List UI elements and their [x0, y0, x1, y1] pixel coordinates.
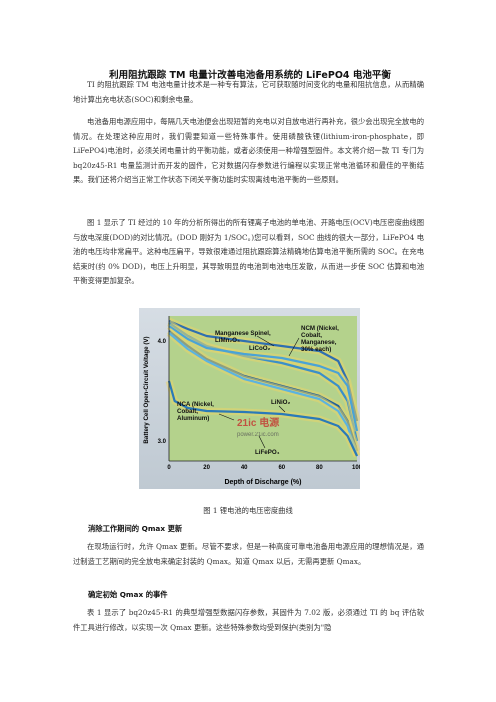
- x-tick-label-0: 0: [167, 465, 171, 471]
- paragraph-intro: TI 的阻抗跟踪 TM 电池电量计技术是一种专有算法，它可获取随时间变化的电量和…: [73, 80, 424, 104]
- section-text-1: 在现场运行时，允许 Qmax 更新。尽管不要求，但是一种高度可靠电池备用电源应用…: [73, 542, 424, 566]
- x-tick-label-1: 20: [203, 465, 210, 471]
- watermark-logo: 21ic 电源: [237, 416, 279, 429]
- label-manganese-2: LiMn₂O₄: [215, 337, 240, 344]
- series-line-4: [168, 332, 359, 457]
- label-lifepo4: LiFePO₄: [255, 449, 280, 456]
- axes-group: 0 20 40 60 80 100 3.0 4.0: [158, 316, 360, 471]
- paragraph-background: 电池备用电源应用中，每隔几天电池便会出现短暂的充电以对自放电进行再补充，很少会出…: [73, 117, 424, 185]
- paragraph-figure-discussion: 图 1 显示了 TI 经过的 10 年的分析所得出的所有锂离子电池的单电池、开路…: [73, 218, 424, 286]
- y-axis-label: Battery Cell Open-Circuit Voltage (V): [143, 336, 150, 443]
- label-leaders: [218, 335, 300, 449]
- y-tick-label-0: 3.0: [158, 439, 167, 445]
- x-axis-label: Depth of Discharge (%): [224, 479, 301, 486]
- label-licoo2: LiCoO₂: [249, 345, 271, 352]
- label-manganese-1: Manganese Spinel,: [215, 330, 271, 337]
- section-text-2: 表 1 显示了 bq20z45-R1 的典型增强型数据闪存参数，其固件为 7.0…: [73, 608, 424, 632]
- label-ncm-2: Cobalt,: [301, 332, 322, 339]
- label-nca-2: Cobalt,: [177, 408, 198, 415]
- label-ncm-4: 30% each): [301, 346, 331, 353]
- x-tick-label-4: 80: [316, 465, 323, 471]
- figure-caption: 图 1 锂电池的电压密度曲线: [203, 506, 293, 515]
- x-tick-label-5: 100: [352, 465, 360, 471]
- series-line-2: [168, 325, 359, 432]
- label-nca-3: Aluminum): [177, 415, 209, 422]
- curves-group: [165, 317, 360, 458]
- section-heading-1: 消除工作期间的 Qmax 更新: [88, 524, 183, 533]
- label-ncm-1: NCM (Nickel,: [301, 325, 339, 332]
- label-nca-1: NCA (Nickel,: [177, 401, 214, 408]
- series-line-0: [168, 319, 359, 422]
- watermark-url: power.21ic.com: [237, 432, 279, 438]
- article-title: 利用阻抗跟踪 TM 电量计改善电池备用系统的 LiFePO4 电池平衡: [109, 70, 391, 81]
- x-tick-label-2: 40: [241, 465, 248, 471]
- series-line-5: [167, 380, 358, 457]
- figure-voltage-curves: 0 20 40 60 80 100 3.0 4.0 Manganese Spinel, LiM…: [139, 308, 360, 489]
- y-tick-label-1: 4.0: [158, 339, 167, 345]
- label-linio2: LiNiO₂: [271, 399, 290, 406]
- x-tick-label-3: 60: [278, 465, 285, 471]
- section-heading-2: 确定初始 Qmax 的事件: [88, 590, 168, 599]
- label-ncm-3: Manganese,: [301, 339, 337, 346]
